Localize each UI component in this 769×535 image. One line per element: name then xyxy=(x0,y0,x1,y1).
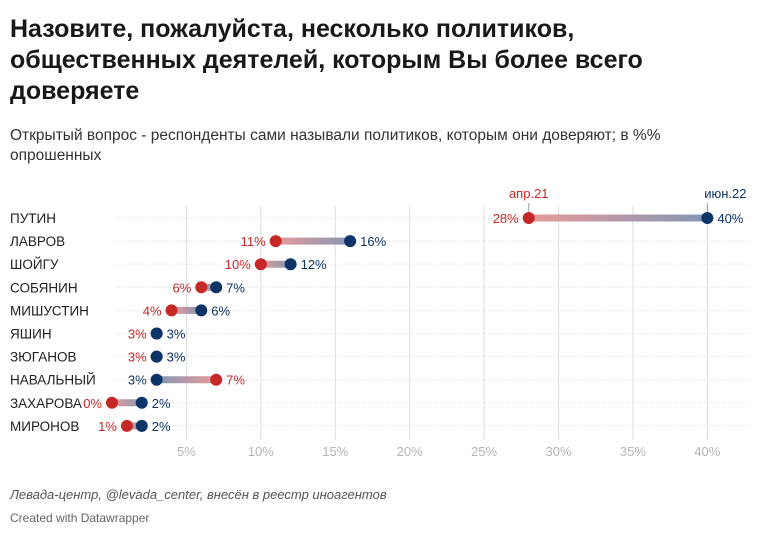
value-label-jun22: 6% xyxy=(211,303,230,318)
value-label-apr21: 3% xyxy=(128,327,147,342)
value-label-jun22: 7% xyxy=(226,280,245,295)
value-label-apr21: 11% xyxy=(241,234,266,249)
value-label-apr21: 10% xyxy=(225,257,251,272)
x-tick-label: 30% xyxy=(545,444,571,459)
chart-title: Назовите, пожалуйста, несколько политико… xyxy=(10,15,643,105)
dot-apr21 xyxy=(195,281,208,294)
dot-jun22 xyxy=(150,350,163,363)
category-label: ЛАВРОВ xyxy=(10,234,65,249)
value-label-apr21: 4% xyxy=(143,303,162,318)
value-label-jun22: 16% xyxy=(360,234,386,249)
dot-jun22 xyxy=(284,258,297,271)
value-label-jun22: 2% xyxy=(152,419,171,434)
category-label: ЗАХАРОВА xyxy=(10,396,82,411)
value-label-jun22: 40% xyxy=(717,211,743,226)
category-label: МИШУСТИН xyxy=(10,303,89,318)
dot-jun22 xyxy=(195,304,208,317)
x-tick-label: 20% xyxy=(397,444,423,459)
source-note: Левада-центр, @levada_center, внесён в р… xyxy=(10,487,387,502)
chart-legend: апр.21 июн.22 xyxy=(509,186,746,212)
value-label-jun22: 3% xyxy=(167,327,186,342)
dot-apr21 xyxy=(522,212,535,224)
x-axis: 5% 10% 15% 20% 25% 30% 35% 40% xyxy=(177,444,721,459)
dot-jun22 xyxy=(150,327,163,340)
value-label-apr21: 1% xyxy=(98,419,117,434)
x-tick-label: 25% xyxy=(471,444,497,459)
dot-jun22 xyxy=(344,235,357,248)
dot-jun22 xyxy=(150,373,163,386)
x-tick-label: 5% xyxy=(177,444,196,459)
value-label-jun22: 2% xyxy=(152,396,171,411)
value-label-jun22: 12% xyxy=(301,257,327,272)
dot-apr21 xyxy=(120,419,133,432)
legend-apr21: апр.21 xyxy=(509,186,549,201)
value-label-apr21: 6% xyxy=(173,280,192,295)
category-label: ЯШИН xyxy=(10,327,52,342)
dot-apr21 xyxy=(269,235,282,248)
x-tick-label: 15% xyxy=(322,444,348,459)
x-tick-label: 10% xyxy=(248,444,274,459)
value-label-apr21: 0% xyxy=(83,396,102,411)
category-label: СОБЯНИН xyxy=(10,280,78,295)
category-label: НАВАЛЬНЫЙ xyxy=(10,373,96,388)
dot-jun22 xyxy=(701,212,714,224)
dot-apr21 xyxy=(254,258,267,271)
dot-apr21 xyxy=(106,396,118,409)
value-label-apr21: 7% xyxy=(226,373,245,388)
gridlines xyxy=(116,206,748,440)
dot-jun22 xyxy=(135,396,148,409)
value-label-jun22: 3% xyxy=(167,350,186,365)
value-label-apr21: 28% xyxy=(493,211,519,226)
value-label-jun22: 3% xyxy=(128,373,147,388)
dot-jun22 xyxy=(135,419,148,432)
dot-apr21 xyxy=(165,304,178,317)
chart-rows: ПУТИН 28% 40% ЛАВРОВ 11% 16% ШОЙГУ 10% 12% СОБЯНИ… xyxy=(10,211,744,434)
category-label: МИРОНОВ xyxy=(10,419,79,434)
x-tick-label: 40% xyxy=(694,444,720,459)
category-label: ПУТИН xyxy=(10,211,56,226)
dot-jun22 xyxy=(210,281,223,294)
chart-subtitle: Открытый вопрос - респонденты сами назыв… xyxy=(10,127,661,164)
dot-apr21 xyxy=(210,373,223,386)
legend-jun22: июн.22 xyxy=(704,186,746,201)
category-label: ЗЮГАНОВ xyxy=(10,350,76,365)
x-tick-label: 35% xyxy=(620,444,646,459)
credit-note: Created with Datawrapper xyxy=(10,511,150,525)
category-label: ШОЙГУ xyxy=(10,257,59,272)
value-label-apr21: 3% xyxy=(128,350,147,365)
dot-range-chart: ПУТИН 28% 40% ЛАВРОВ 11% 16% ШОЙГУ 10% 12% СОБЯНИ… xyxy=(10,186,748,459)
